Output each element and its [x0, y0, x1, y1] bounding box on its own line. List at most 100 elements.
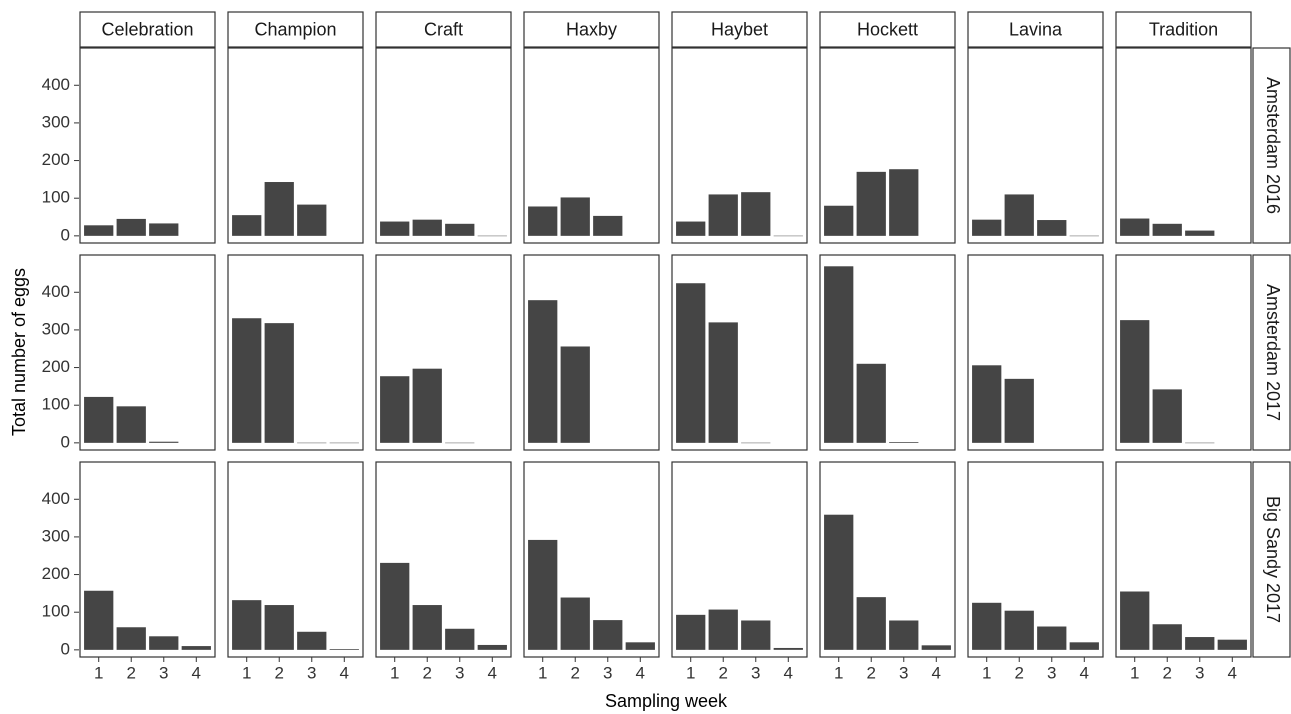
y-axis-title: Total number of eggs — [9, 268, 29, 436]
bar — [149, 636, 179, 650]
x-tick-label: 3 — [307, 663, 316, 682]
column-label: Haybet — [711, 19, 768, 39]
bar — [380, 562, 410, 650]
bar — [1037, 626, 1067, 650]
x-tick-label: 1 — [538, 663, 547, 682]
bar — [297, 631, 327, 650]
y-tick-label: 100 — [42, 395, 70, 414]
x-tick-label: 1 — [94, 663, 103, 682]
bar — [560, 346, 590, 443]
x-tick-label: 4 — [1228, 663, 1237, 682]
bar — [445, 628, 475, 650]
bar — [380, 376, 410, 443]
x-tick-label: 3 — [899, 663, 908, 682]
bar — [528, 300, 558, 443]
bar — [676, 614, 706, 650]
y-tick-label: 300 — [42, 319, 70, 338]
bar — [84, 225, 114, 236]
y-tick-label: 100 — [42, 602, 70, 621]
bar — [972, 219, 1002, 236]
x-tick-label: 1 — [390, 663, 399, 682]
bar — [1120, 591, 1150, 650]
x-tick-label: 1 — [834, 663, 843, 682]
column-label: Tradition — [1149, 19, 1218, 39]
x-tick-label: 3 — [455, 663, 464, 682]
bar — [1152, 389, 1182, 443]
y-tick-label: 300 — [42, 112, 70, 131]
y-tick-label: 200 — [42, 357, 70, 376]
row-label: Amsterdam 2017 — [1263, 284, 1283, 421]
y-tick-label: 100 — [42, 188, 70, 207]
bar — [84, 396, 114, 443]
bar — [116, 627, 146, 650]
x-tick-label: 2 — [127, 663, 136, 682]
strip — [671, 11, 808, 48]
y-tick-label: 0 — [61, 225, 70, 244]
bar — [1185, 230, 1215, 236]
column-label: Craft — [424, 19, 463, 39]
bar — [264, 182, 294, 236]
bar — [297, 204, 327, 236]
x-tick-label: 2 — [867, 663, 876, 682]
row-label: Amsterdam 2016 — [1263, 77, 1283, 214]
bar — [889, 169, 919, 236]
column-label: Celebration — [101, 19, 193, 39]
bar — [477, 644, 507, 650]
panel — [79, 47, 216, 244]
row-label: Big Sandy 2017 — [1263, 496, 1283, 623]
bar — [741, 620, 771, 650]
bar — [676, 283, 706, 443]
bar — [708, 194, 738, 236]
strip — [819, 11, 956, 48]
x-tick-label: 2 — [275, 663, 284, 682]
bar — [1069, 642, 1099, 650]
x-tick-label: 4 — [1080, 663, 1089, 682]
bar — [445, 223, 475, 236]
bar — [84, 590, 114, 650]
x-tick-label: 4 — [636, 663, 645, 682]
bar — [889, 442, 919, 443]
bar — [232, 318, 262, 443]
y-tick-label: 400 — [42, 75, 70, 94]
y-tick-label: 0 — [61, 639, 70, 658]
bar — [773, 647, 803, 650]
bar — [824, 514, 854, 650]
bar — [1152, 223, 1182, 236]
bar — [856, 597, 886, 650]
x-tick-label: 1 — [1130, 663, 1139, 682]
y-tick-label: 300 — [42, 526, 70, 545]
bar — [824, 205, 854, 236]
bar — [1185, 637, 1215, 650]
bar — [380, 221, 410, 236]
bar — [593, 215, 623, 236]
strip — [1252, 461, 1291, 658]
bar — [412, 605, 442, 650]
bar — [1217, 639, 1247, 650]
x-tick-label: 4 — [340, 663, 349, 682]
x-tick-label: 3 — [603, 663, 612, 682]
bar — [1120, 218, 1150, 236]
bar — [560, 197, 590, 236]
bar — [149, 441, 179, 443]
bar — [972, 365, 1002, 443]
x-tick-label: 2 — [1163, 663, 1172, 682]
bar — [972, 602, 1002, 650]
x-tick-label: 3 — [1047, 663, 1056, 682]
bar — [856, 171, 886, 236]
column-label: Haxby — [566, 19, 617, 39]
bar — [856, 363, 886, 443]
panel — [967, 47, 1104, 244]
bar — [412, 219, 442, 236]
bar — [264, 605, 294, 650]
bar — [741, 192, 771, 236]
x-tick-label: 1 — [242, 663, 251, 682]
column-label: Champion — [254, 19, 336, 39]
bar — [232, 215, 262, 236]
bar — [116, 406, 146, 443]
x-tick-label: 3 — [159, 663, 168, 682]
bar — [560, 597, 590, 650]
x-tick-label: 3 — [751, 663, 760, 682]
column-label: Hockett — [857, 19, 918, 39]
bar — [676, 221, 706, 236]
bar — [1037, 220, 1067, 236]
